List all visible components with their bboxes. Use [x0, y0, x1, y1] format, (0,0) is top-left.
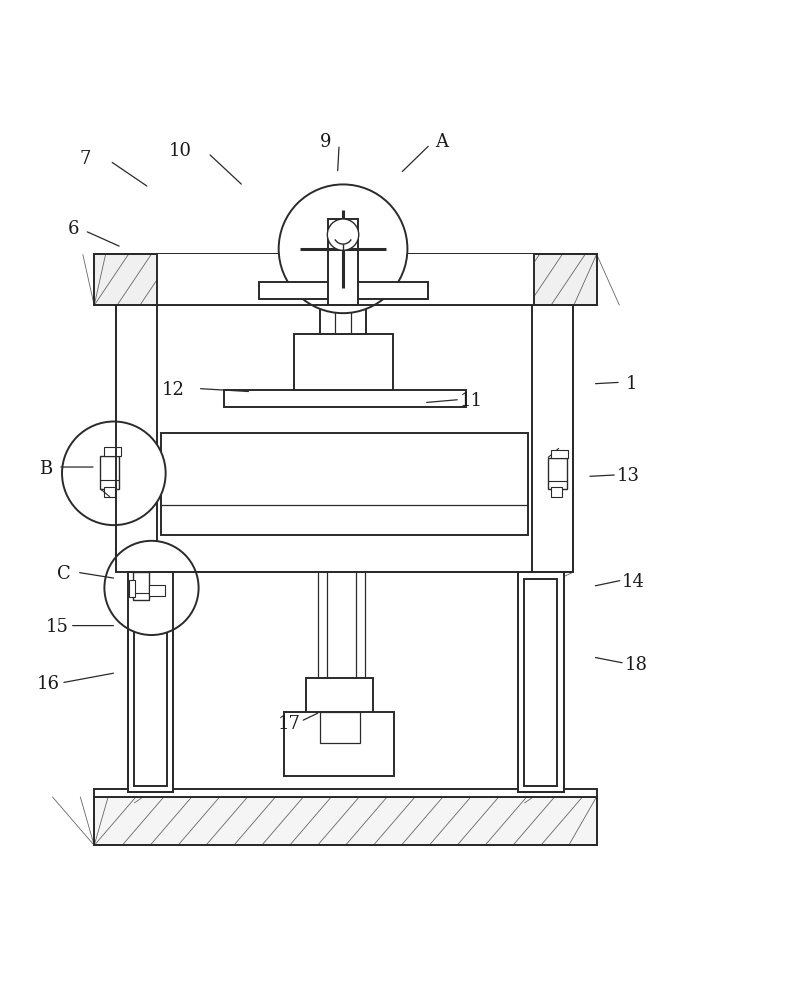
Text: 10: 10 — [169, 142, 192, 160]
Bar — [524, 578, 557, 786]
Bar — [149, 585, 165, 596]
Bar — [134, 578, 167, 786]
Bar — [128, 572, 173, 792]
Bar — [328, 219, 358, 305]
Bar — [551, 450, 568, 458]
Bar — [116, 305, 573, 572]
Bar — [524, 578, 557, 786]
Text: 16: 16 — [37, 675, 60, 693]
Text: 13: 13 — [616, 467, 640, 485]
Text: 11: 11 — [459, 392, 483, 410]
Bar — [518, 572, 564, 792]
Bar — [161, 433, 528, 535]
Bar — [94, 797, 597, 845]
Bar — [94, 789, 597, 797]
Text: 1: 1 — [626, 375, 637, 393]
Bar — [551, 487, 562, 497]
Text: B: B — [39, 460, 52, 478]
Text: 17: 17 — [277, 715, 301, 733]
Bar — [133, 572, 149, 600]
Bar — [224, 390, 466, 407]
Bar — [104, 447, 121, 456]
Bar — [320, 293, 366, 334]
Circle shape — [62, 421, 166, 525]
Bar — [94, 254, 597, 305]
Circle shape — [327, 219, 359, 250]
Bar — [259, 282, 428, 299]
Text: 18: 18 — [624, 656, 648, 674]
Circle shape — [279, 184, 407, 313]
Text: 14: 14 — [622, 573, 645, 591]
Bar — [518, 572, 564, 792]
Bar — [94, 254, 597, 305]
Bar — [94, 797, 597, 845]
Text: 9: 9 — [320, 133, 331, 151]
Text: A: A — [436, 133, 448, 151]
Bar — [116, 305, 573, 572]
Bar — [548, 458, 567, 489]
Text: C: C — [57, 565, 71, 583]
Bar — [294, 334, 392, 390]
Bar — [116, 305, 157, 572]
Bar — [128, 572, 173, 792]
Bar — [100, 456, 119, 489]
Bar — [306, 678, 373, 714]
Bar — [532, 305, 573, 572]
Text: 12: 12 — [161, 381, 184, 399]
Bar — [284, 712, 394, 776]
Text: 7: 7 — [79, 150, 90, 168]
Bar — [129, 580, 135, 597]
Bar — [104, 487, 115, 497]
Circle shape — [104, 541, 199, 635]
Text: 6: 6 — [68, 220, 78, 238]
Bar — [532, 305, 573, 572]
Bar — [134, 578, 167, 786]
Bar — [320, 712, 360, 743]
Bar — [116, 305, 157, 572]
Text: 15: 15 — [46, 618, 69, 636]
Bar — [157, 254, 535, 305]
